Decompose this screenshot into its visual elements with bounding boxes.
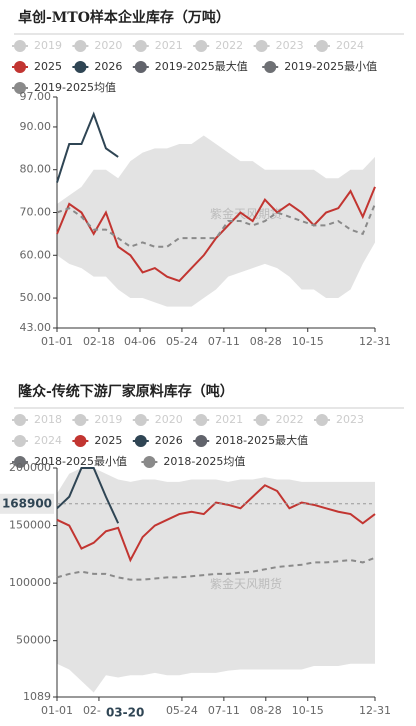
legend-marker: [195, 435, 208, 447]
y-tick-label: 50.00: [20, 291, 52, 304]
legend-label: 2019-2025均值: [34, 81, 116, 94]
chart-title: 卓创-MTO样本企业库存（万吨）: [18, 9, 230, 26]
series-line: [56, 186, 376, 283]
x-tick-label: 08-28: [250, 704, 282, 717]
legend-label: 2023: [276, 39, 304, 52]
pointer-y-box: [0, 493, 54, 514]
y-tick-label: 80.00: [20, 163, 52, 176]
x-tick-label: 01-01: [41, 704, 73, 717]
x-tick-label: 02-18: [83, 335, 115, 348]
legend-marker: [74, 40, 87, 52]
watermark: 紫金天风期货: [210, 576, 282, 591]
legend-marker: [14, 435, 26, 447]
min-max-band: [57, 135, 375, 307]
y-tick-label: 100000: [9, 576, 51, 589]
legend-label: 2019: [94, 413, 122, 426]
legend-label: 2022: [276, 413, 304, 426]
legend-label: 2021: [215, 413, 243, 426]
pointer-x-label: 03-20: [106, 706, 144, 720]
legend-marker: [74, 61, 87, 73]
legend-marker: [134, 61, 147, 73]
x-tick-label: 05-24: [166, 335, 198, 348]
legend-label: 2024: [34, 434, 62, 447]
legend-marker: [264, 61, 277, 73]
chart-title: 隆众-传统下游厂家原料库存（吨）: [18, 383, 234, 400]
legend-label: 2023: [336, 413, 364, 426]
legend-marker: [134, 435, 147, 447]
y-tick-label: 50000: [16, 634, 51, 647]
legend-label: 2024: [336, 39, 364, 52]
chart: 隆众-传统下游厂家原料库存（吨） 2018 2019 2020 2021 2022 2023…: [0, 383, 404, 721]
legend-marker: [195, 40, 208, 52]
legend-marker: [316, 40, 328, 52]
legend-label: 2018-2025最大值: [215, 433, 308, 447]
legend-label: 2019: [34, 39, 62, 52]
series-line: [56, 556, 376, 581]
y-tick-label: 70.00: [20, 206, 52, 219]
x-tick-label: 04-06: [124, 335, 156, 348]
y-tick-label: 150000: [9, 519, 51, 532]
legend-marker: [134, 40, 147, 52]
x-tick-label: 10-15: [292, 704, 324, 717]
x-tick-label: 05-24: [166, 704, 198, 717]
legend-label: 2026: [155, 434, 183, 447]
x-tick-label: 12-31: [359, 704, 391, 717]
legend-marker: [195, 414, 208, 426]
legend-marker: [143, 456, 156, 468]
legend-marker: [255, 40, 268, 52]
watermark: 紫金天风期货: [210, 206, 282, 221]
x-tick-label: 12-31: [359, 335, 391, 348]
x-tick-label: 01-01: [41, 335, 73, 348]
y-tick-label: 43.00: [20, 321, 52, 334]
pointer-x-box: [101, 701, 150, 721]
legend-label: 2018: [34, 413, 62, 426]
legend-marker: [134, 414, 147, 426]
legend-marker: [14, 61, 26, 73]
series-line: [56, 111, 119, 183]
legend-label: 2026: [94, 60, 122, 73]
legend-marker: [74, 414, 87, 426]
legend-label: 2022: [215, 39, 243, 52]
legend-marker: [74, 435, 87, 447]
legend-label: 2018-2025均值: [163, 455, 245, 468]
pointer-y-label: 168900: [2, 496, 52, 510]
legend-label: 2019-2025最小值: [284, 60, 377, 73]
legend-label: 2025: [34, 60, 62, 73]
legend-label: 2019-2025最大值: [155, 59, 248, 73]
x-tick-label: 10-15: [292, 335, 324, 348]
legend-label: 2025: [94, 434, 122, 447]
y-tick-label: 97.00: [20, 90, 52, 103]
legend-marker: [255, 414, 268, 426]
legend-marker: [316, 414, 328, 426]
legend-marker: [14, 82, 26, 94]
legend-label: 2018-2025最小值: [34, 455, 127, 468]
min-max-band: [57, 468, 375, 693]
chart: 卓创-MTO样本企业库存（万吨） 2019 2020 2021 2022 2023 2024…: [12, 9, 404, 348]
y-tick-label: 1089: [23, 690, 51, 703]
series-line: [56, 467, 120, 524]
legend-marker: [14, 456, 26, 468]
legend-label: 2020: [155, 413, 183, 426]
y-tick-label: 200000: [9, 461, 51, 474]
series-line: [56, 203, 376, 248]
legend-label: 2021: [155, 39, 183, 52]
x-tick-label: 08-28: [250, 335, 282, 348]
x-tick-label: 07-11: [208, 704, 240, 717]
legend-label: 2020: [94, 39, 122, 52]
y-tick-label: 60.00: [20, 248, 52, 261]
legend-marker: [14, 40, 26, 52]
series-line: [56, 484, 376, 563]
x-tick-label: 07-11: [208, 335, 240, 348]
legend-marker: [14, 414, 26, 426]
y-tick-label: 90.00: [20, 120, 52, 133]
